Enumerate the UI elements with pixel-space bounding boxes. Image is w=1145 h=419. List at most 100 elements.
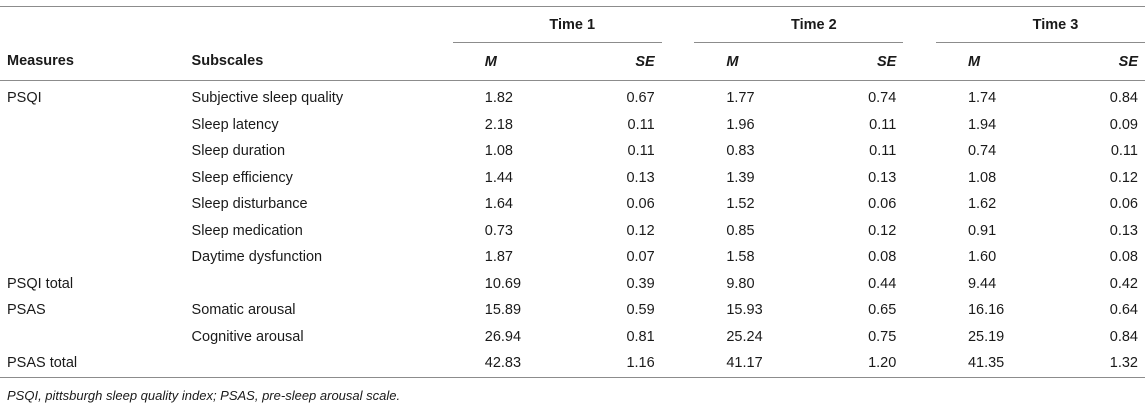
column-gap xyxy=(662,218,695,245)
time-2-m-header: M xyxy=(694,42,855,81)
column-gap xyxy=(903,324,936,351)
table-footnote: PSQI, pittsburgh sleep quality index; PS… xyxy=(7,388,401,403)
header-row-columns: Measures Subscales M SE M SE M SE xyxy=(0,42,1145,81)
se-cell: 0.12 xyxy=(1109,169,1138,186)
subscale-cell: Sleep efficiency xyxy=(191,169,293,186)
se-cell: 0.08 xyxy=(1109,249,1138,266)
time-1-header: Time 1 xyxy=(549,16,596,33)
se-cell: 0.11 xyxy=(1110,143,1138,160)
mean-cell: 0.73 xyxy=(484,222,513,239)
measure-cell: PSAS xyxy=(7,302,46,319)
measure-cell xyxy=(0,112,192,139)
column-gap xyxy=(662,165,695,192)
column-gap xyxy=(903,244,936,271)
mean-cell: 1.62 xyxy=(967,196,997,213)
mean-cell: 1.58 xyxy=(726,249,755,266)
table-row: Cognitive arousal 26.94 0.81 25.24 0.75 25.19… xyxy=(0,324,1145,351)
column-gap xyxy=(662,271,695,298)
subscale-cell: Daytime dysfunction xyxy=(191,249,323,266)
se-cell: 0.11 xyxy=(627,116,655,133)
table-body: PSQI Subjective sleep quality 1.82 0.67 1.77… xyxy=(0,81,1145,378)
time-1-m-header: M xyxy=(452,42,613,81)
mean-cell: 10.69 xyxy=(484,275,522,292)
se-cell: 0.08 xyxy=(868,249,897,266)
mean-cell: 15.89 xyxy=(484,302,522,319)
subscales-header: Subscales xyxy=(191,53,264,70)
column-gap xyxy=(662,297,695,324)
table-row: PSQI Subjective sleep quality 1.82 0.67 1.77… xyxy=(0,81,1145,112)
se-cell: 0.84 xyxy=(1109,328,1138,345)
se-cell: 0.11 xyxy=(869,116,897,133)
subscale-cell: Cognitive arousal xyxy=(191,328,304,345)
mean-cell: 26.94 xyxy=(484,328,522,345)
mean-cell: 1.44 xyxy=(484,169,513,186)
column-gap xyxy=(903,350,936,378)
column-gap xyxy=(903,271,936,298)
column-gap xyxy=(903,191,936,218)
subscale-cell: Sleep duration xyxy=(191,143,286,160)
column-gap xyxy=(662,324,695,351)
mean-cell: 1.82 xyxy=(484,90,513,107)
table-row: Sleep efficiency 1.44 0.13 1.39 0.13 1.08 0.12 xyxy=(0,165,1145,192)
se-cell: 0.65 xyxy=(868,302,897,319)
subscale-cell: Subjective sleep quality xyxy=(191,90,344,107)
se-cell: 0.09 xyxy=(1109,116,1138,133)
column-gap xyxy=(662,112,695,139)
mean-cell: 1.39 xyxy=(726,169,755,186)
se-cell: 0.74 xyxy=(868,90,897,107)
se-cell: 0.39 xyxy=(626,275,655,292)
measure-cell xyxy=(0,191,192,218)
measure-cell xyxy=(0,165,192,192)
measure-cell: PSQI total xyxy=(7,275,74,292)
se-cell: 0.75 xyxy=(868,328,897,345)
se-cell: 0.11 xyxy=(627,143,655,160)
se-cell: 0.67 xyxy=(626,90,655,107)
se-cell: 0.13 xyxy=(1109,222,1138,239)
column-gap xyxy=(903,218,936,245)
mean-cell: 1.08 xyxy=(484,143,513,160)
mean-cell: 9.80 xyxy=(726,275,755,292)
se-cell: 0.12 xyxy=(868,222,897,239)
header-row-times: Time 1 Time 2 Time 3 xyxy=(0,6,1145,43)
mean-cell: 15.93 xyxy=(726,302,763,319)
measures-header: Measures xyxy=(7,53,74,70)
mean-cell: 1.08 xyxy=(967,169,997,186)
column-gap xyxy=(903,138,936,165)
subscale-cell xyxy=(191,350,453,378)
column-gap xyxy=(662,191,695,218)
se-cell: 0.42 xyxy=(1109,275,1138,292)
se-cell: 0.06 xyxy=(868,196,897,213)
table-row: PSAS total 42.83 1.16 41.17 1.20 41.35 1.32 xyxy=(0,350,1145,378)
column-gap xyxy=(662,244,695,271)
mean-cell: 1.87 xyxy=(484,249,513,266)
column-gap xyxy=(662,138,695,165)
subscale-cell: Sleep latency xyxy=(191,116,279,133)
time-3-se-header: SE xyxy=(1095,42,1145,81)
se-cell: 0.81 xyxy=(626,328,655,345)
subscale-cell xyxy=(192,271,453,298)
time-2-se-header: SE xyxy=(854,42,904,81)
measure-cell xyxy=(0,244,192,271)
table-row: PSQI total 10.69 0.39 9.80 0.44 9.44 0.42 xyxy=(0,271,1145,298)
se-cell: 0.59 xyxy=(626,302,655,319)
table-row: Daytime dysfunction 1.87 0.07 1.58 0.08 1.60 0… xyxy=(0,244,1145,271)
mean-cell: 16.16 xyxy=(967,302,1005,319)
subscale-cell: Somatic arousal xyxy=(191,302,296,319)
se-cell: 0.64 xyxy=(1109,302,1138,319)
se-cell: 0.12 xyxy=(626,222,655,239)
se-cell: 0.13 xyxy=(626,169,655,186)
se-cell: 0.11 xyxy=(869,143,897,160)
table-row: Sleep disturbance 1.64 0.06 1.52 0.06 1.62 0.0… xyxy=(0,191,1145,218)
mean-cell: 41.35 xyxy=(935,350,1096,378)
se-cell: 0.13 xyxy=(868,169,897,186)
time-3-m-header: M xyxy=(935,42,1096,81)
column-gap xyxy=(903,112,936,139)
mean-cell: 1.96 xyxy=(726,116,755,133)
measure-cell: PSAS total xyxy=(0,350,192,378)
table-row: PSAS Somatic arousal 15.89 0.59 15.93 0.65 16.… xyxy=(0,297,1145,324)
mean-cell: 2.18 xyxy=(484,116,513,133)
se-cell: 1.16 xyxy=(612,350,662,378)
mean-cell: 41.17 xyxy=(694,350,855,378)
column-gap xyxy=(661,350,695,378)
